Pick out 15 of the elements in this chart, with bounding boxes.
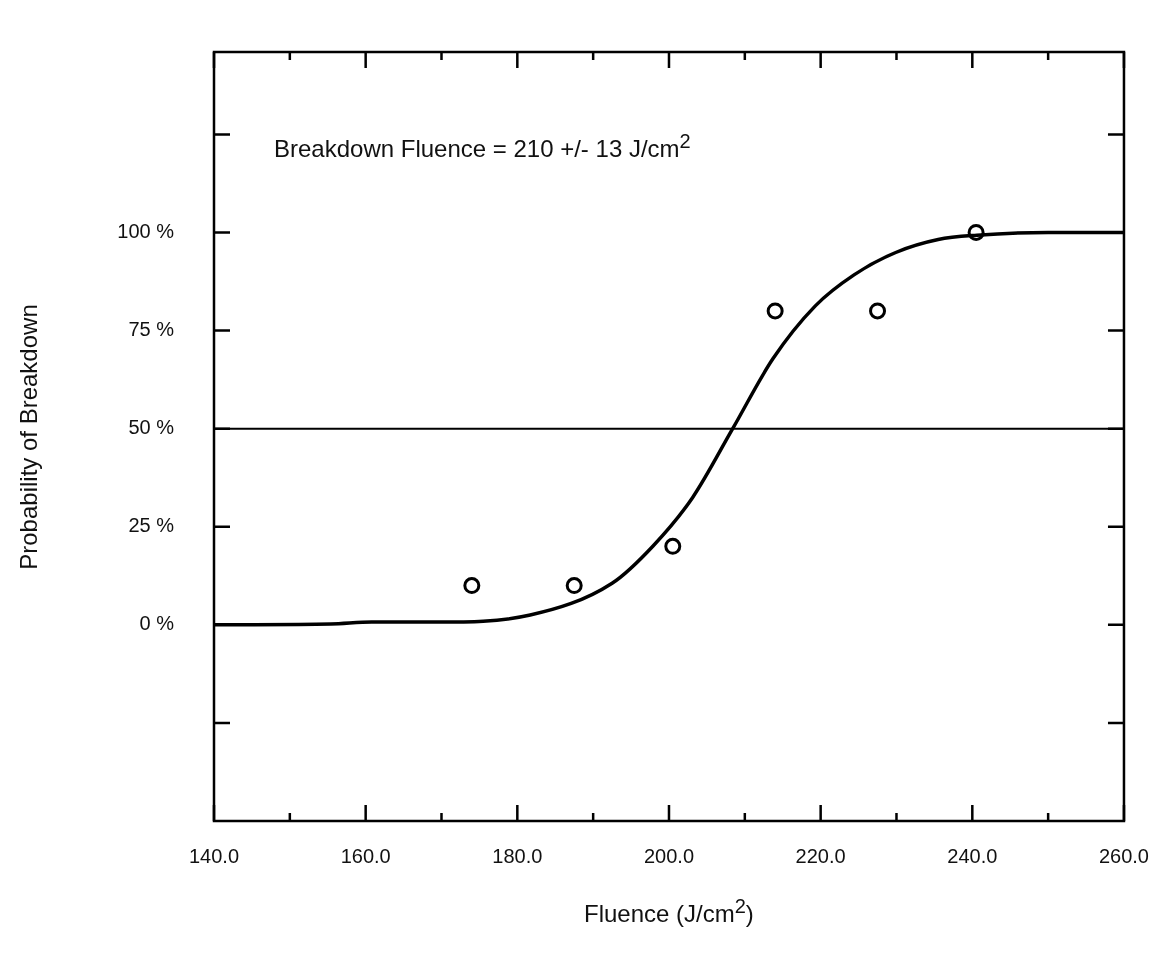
x-tick-label: 240.0 <box>947 844 998 867</box>
y-tick-label: 75 % <box>128 318 175 341</box>
y-tick-label: 0 % <box>139 612 175 635</box>
x-tick-label: 140.0 <box>188 844 240 867</box>
y-axis-title: Probability of Breakdown <box>14 303 43 570</box>
y-tick-label: 100 % <box>117 220 175 242</box>
x-tick-label: 180.0 <box>492 844 543 867</box>
x-tick-label: 160.0 <box>340 844 391 867</box>
x-tick-label: 200.0 <box>643 844 695 867</box>
annotation: Breakdown Fluence = 210 +/- 13 J/cm$^{2}$ <box>274 130 691 163</box>
y-tick-label: 25 % <box>128 514 175 537</box>
x-tick-label: 260.0 <box>1098 844 1150 867</box>
x-axis-title: Fluence (J/cm$^{2}$) <box>583 895 754 928</box>
y-tick-label: 50 % <box>128 416 175 439</box>
x-tick-label: 220.0 <box>795 844 846 867</box>
